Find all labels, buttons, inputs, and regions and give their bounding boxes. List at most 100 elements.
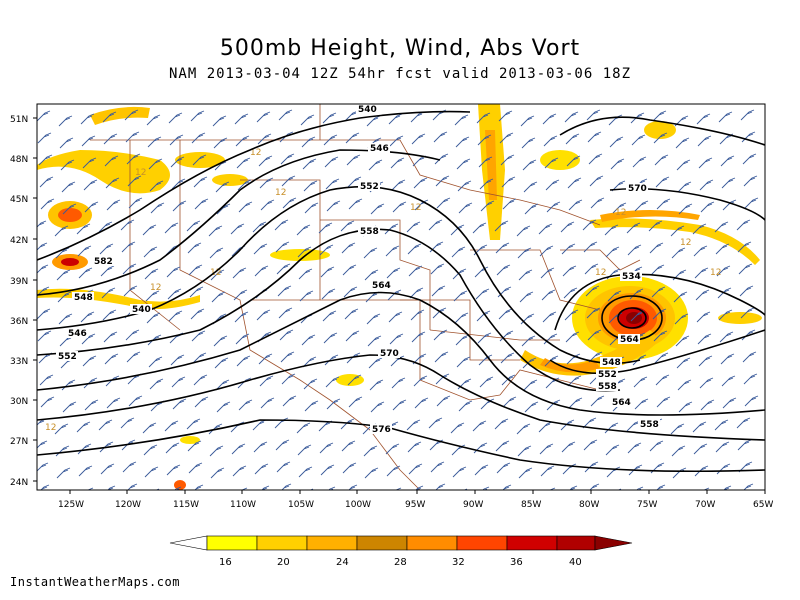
lat-label: 30N <box>10 397 28 407</box>
wind-barb <box>743 483 754 490</box>
wind-barb <box>385 245 400 257</box>
lat-label: 51N <box>10 115 28 125</box>
wind-barb <box>517 445 532 457</box>
wind-barb <box>675 335 690 347</box>
wind-barb <box>715 243 730 255</box>
wind-barb <box>542 113 557 125</box>
wind-barb <box>434 351 449 363</box>
wind-barb <box>364 269 379 281</box>
wind-barb <box>479 178 494 190</box>
wind-barb <box>453 290 468 302</box>
wind-barb <box>677 379 692 391</box>
wind-barb <box>452 466 467 478</box>
wind-barb <box>191 330 206 342</box>
wind-barb <box>149 180 164 192</box>
wind-barb <box>720 155 735 167</box>
wind-barb <box>540 267 555 279</box>
wind-barb <box>231 443 246 455</box>
wind-barb <box>695 289 710 301</box>
svg-text:12: 12 <box>250 148 261 158</box>
latitude-axis: 51N 48N 45N 42N 39N 36N 33N 30N 27N 24N <box>10 115 37 488</box>
wind-barb <box>155 488 160 490</box>
wind-barb <box>435 483 446 490</box>
wind-barb <box>692 421 707 433</box>
wind-barb <box>674 313 689 325</box>
svg-text:12: 12 <box>410 203 421 213</box>
wind-barbs <box>37 109 759 490</box>
lon-label: 115W <box>173 500 199 510</box>
lat-label: 42N <box>10 236 28 246</box>
wind-barb <box>678 203 693 215</box>
wind-barb <box>37 132 52 144</box>
wind-barb <box>742 351 757 363</box>
lat-label: 24N <box>10 478 28 488</box>
wind-barb <box>566 155 581 167</box>
wind-barb <box>538 223 553 235</box>
wind-barb <box>685 489 687 490</box>
wind-barb <box>627 244 642 256</box>
wind-barb <box>583 241 598 253</box>
wind-barb <box>55 445 70 457</box>
wind-barb <box>392 399 407 411</box>
wind-barb <box>128 395 143 407</box>
wind-barb <box>693 245 708 257</box>
wind-barb <box>721 375 736 387</box>
wind-barb <box>256 309 271 321</box>
wind-barb <box>98 419 113 431</box>
wind-barb <box>324 156 339 168</box>
wind-barb <box>454 114 469 126</box>
wind-barb <box>236 355 251 367</box>
wind-barb <box>281 175 296 187</box>
wind-barb <box>37 242 48 251</box>
wind-barb <box>280 153 295 165</box>
wind-barb <box>238 201 253 213</box>
lon-label: 90W <box>463 500 483 510</box>
colorbar-label: 40 <box>569 557 582 568</box>
wind-barb <box>370 203 385 215</box>
colorbar-label: 28 <box>394 557 407 568</box>
wind-barb <box>323 134 338 146</box>
wind-barb <box>81 135 96 147</box>
wind-barb <box>463 488 468 490</box>
wind-barb <box>408 463 423 475</box>
wind-barb <box>320 266 335 278</box>
wind-barb <box>301 334 316 346</box>
wind-barb <box>698 157 713 169</box>
wind-barb <box>632 156 647 168</box>
colorbar-segment <box>256 535 308 551</box>
wind-barb <box>62 401 77 413</box>
wind-barb <box>186 418 201 430</box>
wind-barb <box>743 373 758 385</box>
wind-barb <box>100 463 115 475</box>
wind-barb <box>671 445 686 457</box>
contour-label: 570 <box>380 349 399 359</box>
wind-barb <box>145 290 160 302</box>
wind-barb <box>518 467 533 479</box>
wind-barb <box>282 395 297 407</box>
wind-barb <box>430 461 445 473</box>
wind-barb <box>235 333 250 345</box>
wind-barb <box>736 219 751 231</box>
wind-barb <box>433 329 448 341</box>
wind-barb <box>496 264 511 276</box>
wind-barb <box>520 313 535 325</box>
wind-barb <box>519 291 534 303</box>
wind-barb <box>718 111 733 123</box>
wind-barb <box>544 355 559 367</box>
lon-label: 65W <box>753 500 773 510</box>
wind-barb <box>407 441 422 453</box>
wind-barb <box>126 351 141 363</box>
wind-barb <box>477 134 492 146</box>
contour-label: 552 <box>58 352 77 362</box>
wind-barb <box>604 422 619 434</box>
wind-barb <box>694 267 709 279</box>
wind-barb <box>40 484 50 490</box>
wind-barb <box>692 223 707 235</box>
wind-barb <box>456 158 471 170</box>
wind-barb <box>166 464 181 476</box>
wind-barb <box>278 307 293 319</box>
wind-barb <box>455 136 470 148</box>
wind-barb <box>584 263 599 275</box>
wind-barb <box>69 489 71 490</box>
wind-barb <box>344 308 359 320</box>
